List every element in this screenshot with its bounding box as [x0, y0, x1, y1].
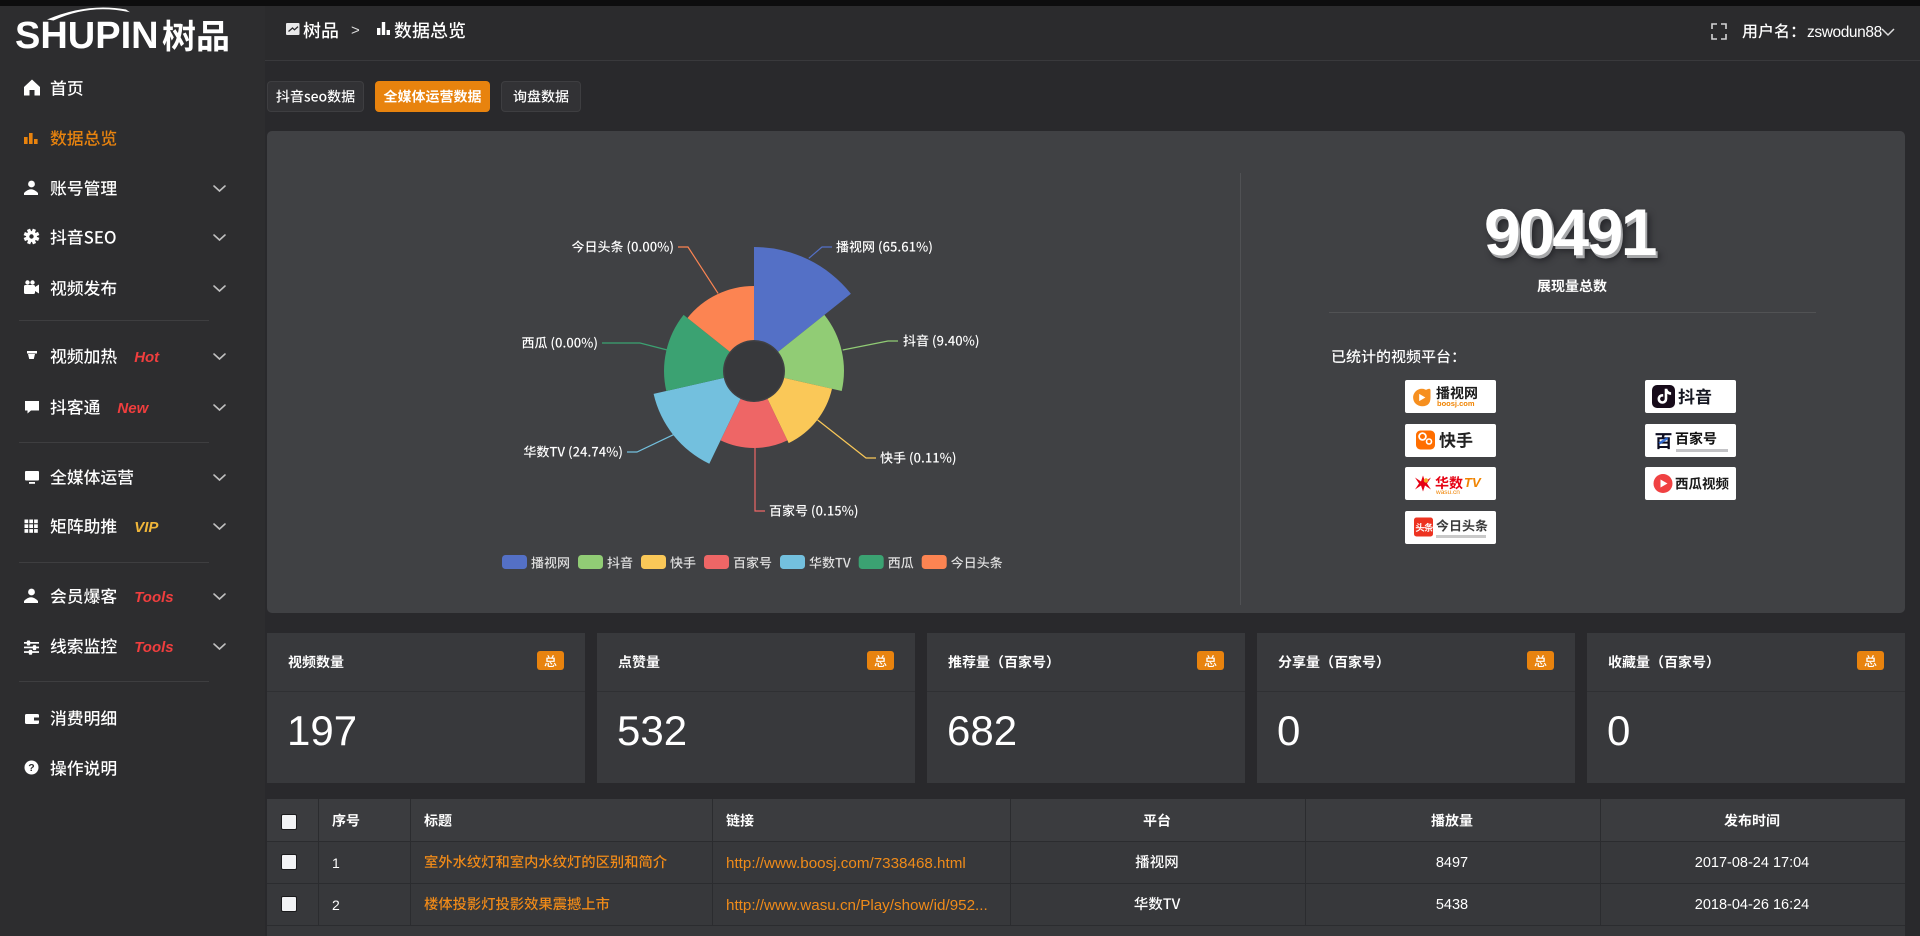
svg-text:?: ?: [28, 762, 34, 774]
